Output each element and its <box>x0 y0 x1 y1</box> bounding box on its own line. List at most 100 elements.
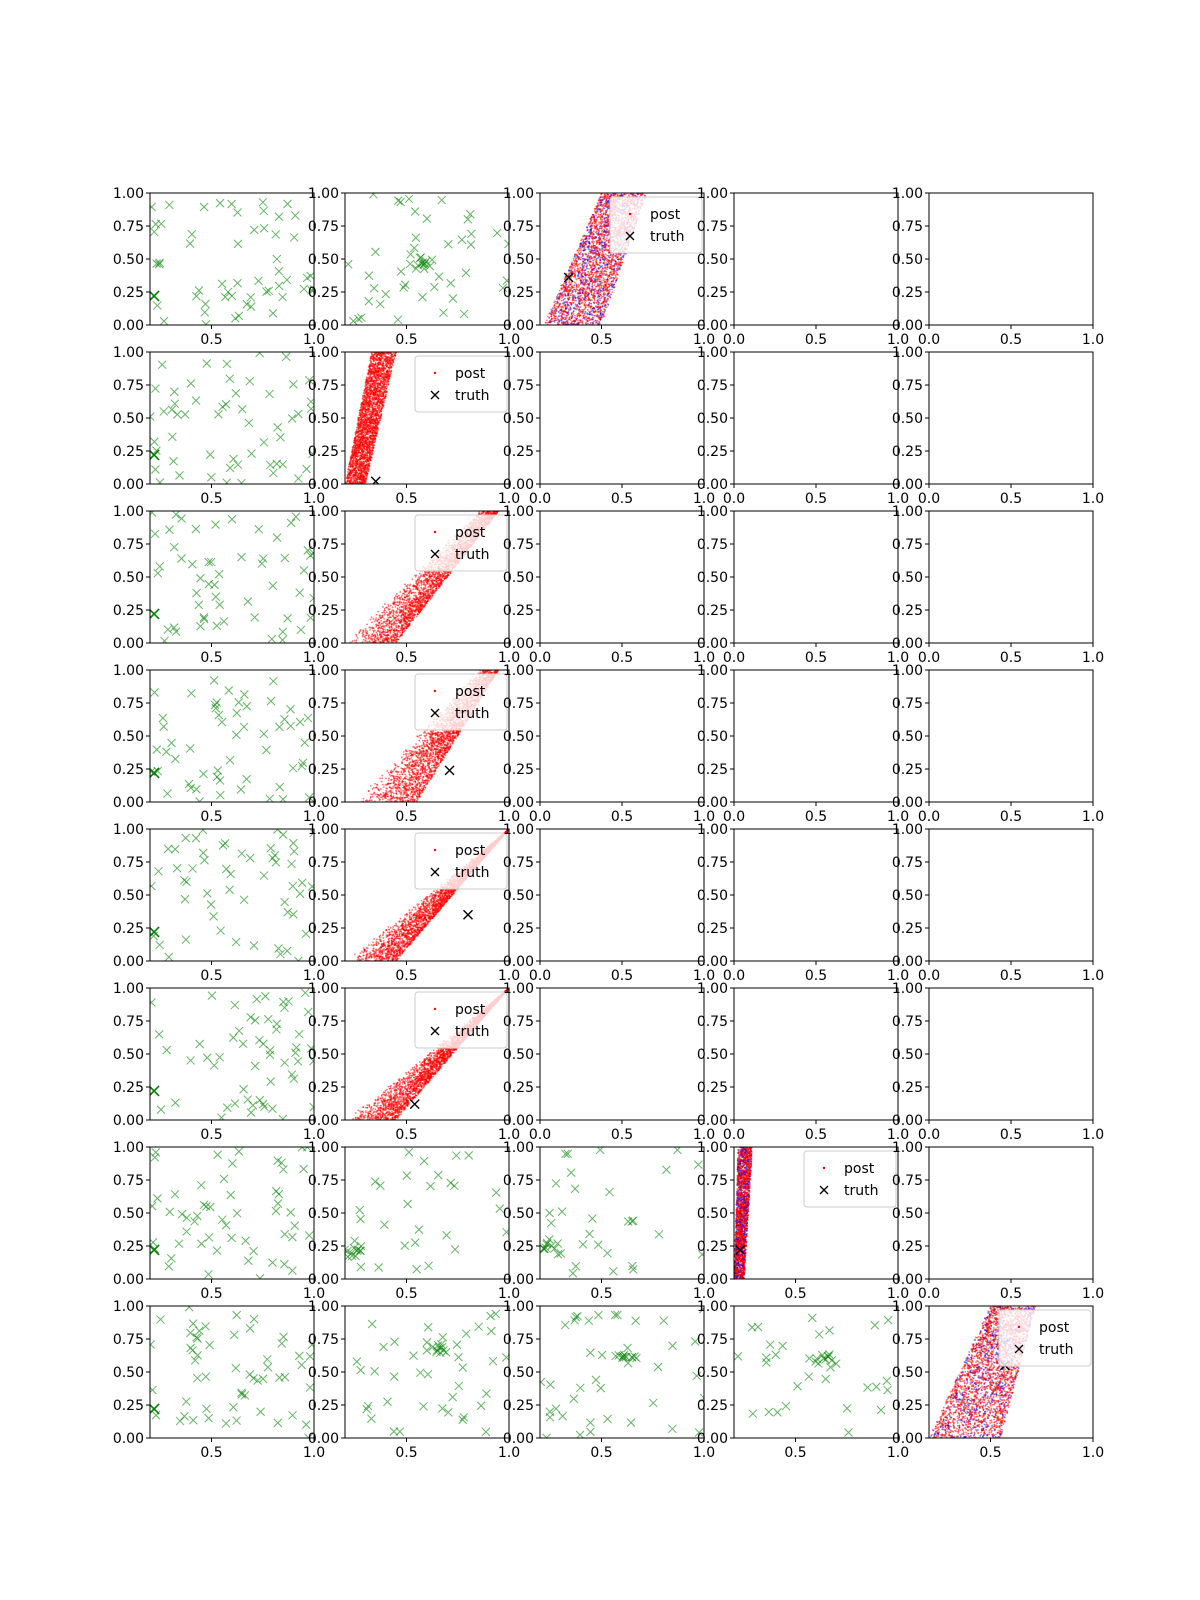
posterior-samples <box>345 352 397 484</box>
posterior-sample-point <box>611 274 614 277</box>
posterior-sample-point <box>596 202 599 205</box>
posterior-sample-point <box>589 231 592 234</box>
posterior-sample-point <box>551 307 554 310</box>
posterior-sample-point <box>377 409 380 412</box>
prior-sample-point <box>427 255 437 265</box>
posterior-sample-point <box>554 300 557 303</box>
posterior-sample-point <box>592 246 595 249</box>
posterior-sample-point <box>592 274 595 276</box>
posterior-sample-point <box>603 235 605 238</box>
posterior-sample-point <box>564 305 567 308</box>
posterior-sample-point <box>379 419 381 422</box>
posterior-sample-point <box>586 226 589 229</box>
posterior-sample-point <box>575 286 578 289</box>
posterior-sample-point <box>569 319 572 321</box>
posterior-sample-point <box>601 218 604 221</box>
prior-sample-point <box>502 276 509 286</box>
posterior-sample-point <box>579 319 582 322</box>
posterior-sample-point <box>571 285 574 288</box>
posterior-sample-point <box>377 427 379 430</box>
posterior-sample-point <box>561 317 564 320</box>
posterior-sample-point <box>558 304 561 306</box>
posterior-sample-point <box>391 364 394 367</box>
posterior-sample-point <box>562 295 565 298</box>
posterior-sample-point <box>606 263 609 266</box>
posterior-sample-point <box>613 286 615 289</box>
posterior-sample-point <box>598 230 600 233</box>
posterior-sample-point <box>560 309 563 312</box>
posterior-sample-point <box>577 321 580 324</box>
posterior-sample-point <box>577 291 579 294</box>
prior-sample-point <box>185 239 195 248</box>
posterior-sample-point <box>595 289 598 292</box>
posterior-sample-point <box>387 372 390 375</box>
prior-sample-point <box>492 228 502 238</box>
posterior-sample-point <box>579 262 581 265</box>
posterior-sample-point <box>593 277 596 280</box>
posterior-sample-point <box>603 315 606 317</box>
x-tick-label: 0.5 <box>805 332 827 348</box>
posterior-sample-point <box>556 294 559 296</box>
posterior-sample-point <box>595 205 598 208</box>
posterior-sample-point <box>584 322 587 325</box>
posterior-sample-point <box>566 322 569 324</box>
prior-sample-point <box>220 292 230 302</box>
posterior-sample-point <box>563 301 566 303</box>
posterior-sample-point <box>596 257 599 260</box>
y-tick-label: 0.00 <box>113 318 144 334</box>
y-tick-label: 1.00 <box>113 186 144 202</box>
posterior-sample-point <box>615 267 618 270</box>
prior-sample-point <box>282 275 292 285</box>
prior-sample-point <box>393 196 403 205</box>
posterior-sample-point <box>553 321 556 323</box>
posterior-sample-point <box>639 194 642 197</box>
posterior-sample-point <box>595 274 598 277</box>
posterior-sample-point <box>387 383 390 386</box>
posterior-sample-point <box>584 316 587 318</box>
posterior-sample-point <box>596 292 599 295</box>
posterior-sample-point <box>593 292 596 294</box>
posterior-sample-point <box>571 267 573 270</box>
prior-sample-point <box>151 384 160 393</box>
subplot-r0-c0: 0.000.250.500.751.000.5 1.0 <box>113 186 325 348</box>
posterior-sample-point <box>594 278 597 280</box>
posterior-sample-point <box>577 275 580 277</box>
posterior-sample-point <box>582 245 585 248</box>
posterior-sample-point <box>562 322 564 325</box>
posterior-sample-point <box>598 264 601 266</box>
posterior-sample-point <box>390 365 393 368</box>
posterior-sample-point <box>588 311 591 314</box>
posterior-sample-point <box>586 312 588 315</box>
prior-sample-point <box>150 227 159 237</box>
prior-sample-point <box>165 200 174 210</box>
posterior-sample-point <box>572 288 575 291</box>
posterior-sample-point <box>593 284 596 287</box>
posterior-sample-point <box>606 254 609 257</box>
posterior-sample-point <box>551 309 554 312</box>
posterior-sample-point <box>575 304 577 307</box>
posterior-sample-point <box>574 281 576 284</box>
posterior-sample-point <box>586 246 589 249</box>
posterior-sample-point <box>571 261 573 264</box>
prior-sample-point <box>246 302 256 311</box>
posterior-sample-point <box>599 209 602 211</box>
posterior-sample-point <box>590 313 593 315</box>
posterior-sample-point <box>590 246 592 248</box>
posterior-sample-point <box>579 292 582 295</box>
posterior-sample-point <box>553 314 556 317</box>
posterior-sample-point <box>604 233 606 236</box>
posterior-sample-point <box>603 217 606 220</box>
posterior-sample-point <box>601 305 604 308</box>
posterior-sample-point <box>601 220 603 223</box>
truth-marker <box>150 290 160 302</box>
prior-sample-point <box>437 195 447 205</box>
posterior-sample-point <box>602 273 605 276</box>
posterior-sample-point <box>596 291 598 294</box>
posterior-sample-point <box>590 302 593 305</box>
posterior-sample-point <box>591 285 594 288</box>
posterior-sample-point <box>571 296 574 299</box>
posterior-sample-point <box>574 265 577 268</box>
posterior-sample-point <box>580 256 582 259</box>
posterior-sample-point <box>607 276 610 279</box>
prior-sample-point <box>419 260 429 270</box>
